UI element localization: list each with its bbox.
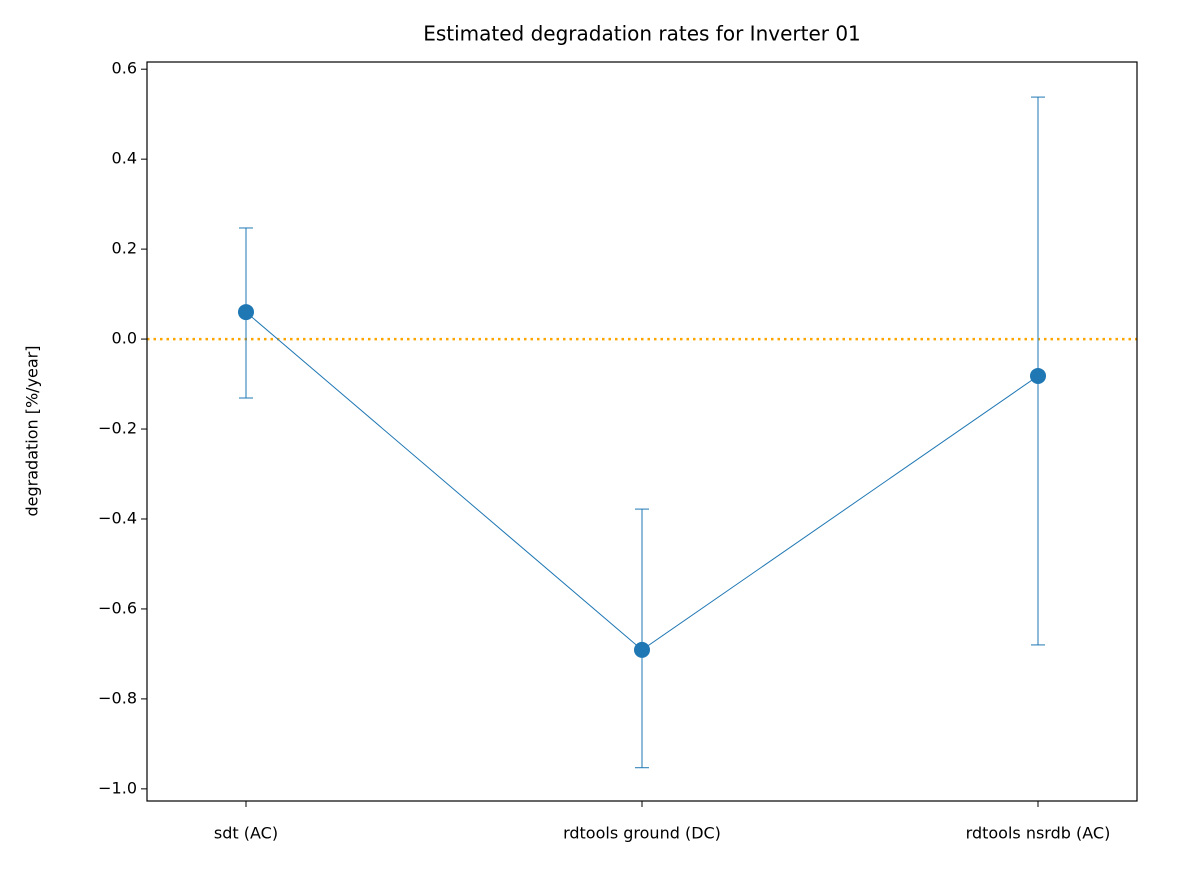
y-tick-label: 0.2 bbox=[112, 239, 137, 258]
y-tick-label: −1.0 bbox=[98, 778, 137, 797]
x-tick-label: sdt (AC) bbox=[214, 824, 278, 843]
y-tick-label: −0.6 bbox=[98, 598, 137, 617]
error-bar bbox=[635, 508, 649, 769]
y-axis-label: degradation [%/year] bbox=[23, 345, 42, 516]
data-point bbox=[238, 304, 254, 321]
plot-frame bbox=[146, 61, 1138, 802]
y-tick-label: −0.2 bbox=[98, 419, 137, 438]
x-tick-label: rdtools ground (DC) bbox=[563, 824, 721, 843]
y-tick-label: −0.4 bbox=[98, 508, 137, 527]
data-point bbox=[634, 641, 650, 658]
y-tick-label: 0.6 bbox=[112, 59, 137, 78]
data-point bbox=[1030, 367, 1046, 384]
y-tick-label: −0.8 bbox=[98, 688, 137, 707]
chart-title: Estimated degradation rates for Inverter… bbox=[423, 22, 861, 46]
y-tick-label: 0.4 bbox=[112, 149, 137, 168]
x-tick-label: rdtools nsrdb (AC) bbox=[966, 824, 1111, 843]
y-tick-label: 0.0 bbox=[112, 329, 137, 348]
